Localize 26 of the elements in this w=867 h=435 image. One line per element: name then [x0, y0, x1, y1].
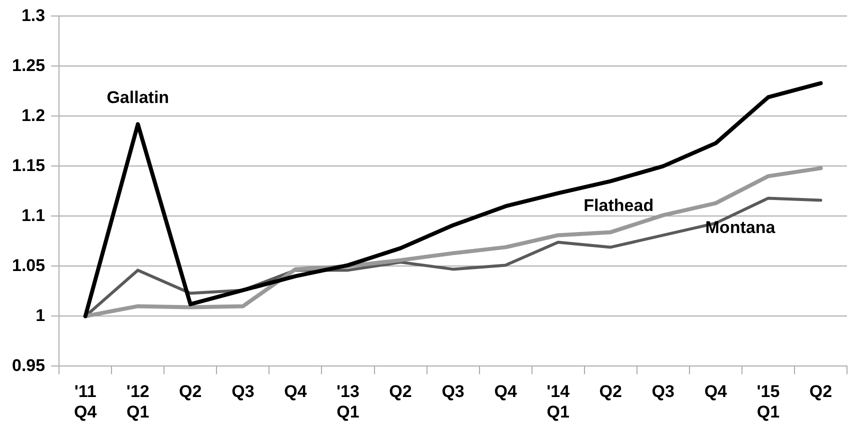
- x-tick-label: Q3: [652, 382, 674, 402]
- y-tick-label: 1.25: [12, 56, 46, 75]
- x-tick-label: Q2: [599, 382, 622, 402]
- x-tick-label: Q2: [809, 382, 832, 402]
- y-tick-label: 1: [36, 306, 46, 325]
- series-label: Montana: [705, 218, 776, 237]
- y-tick-label: 1.1: [21, 206, 46, 225]
- x-tick-label: Q4: [284, 382, 308, 402]
- series-label: Flathead: [584, 196, 654, 215]
- y-tick-label: 1.15: [12, 156, 46, 175]
- y-tick-label: 0.95: [12, 356, 46, 375]
- series-label: Gallatin: [106, 88, 170, 107]
- x-tick-label: Q4: [704, 382, 728, 402]
- x-tick-label: '11 Q4: [74, 382, 98, 422]
- x-tick-label: '13 Q1: [336, 382, 360, 422]
- y-tick-label: 1.3: [21, 6, 46, 25]
- x-tick-label: Q4: [494, 382, 518, 402]
- y-tick-label: 1.05: [12, 256, 46, 275]
- x-tick-label: '15 Q1: [756, 382, 780, 422]
- x-tick-label: Q2: [389, 382, 412, 402]
- x-tick-label: Q2: [179, 382, 202, 402]
- x-tick-label: '12 Q1: [126, 382, 150, 422]
- x-tick-label: '14 Q1: [546, 382, 570, 422]
- x-tick-label: Q3: [232, 382, 254, 402]
- x-tick-label: Q3: [442, 382, 464, 402]
- y-tick-label: 1.2: [21, 106, 46, 125]
